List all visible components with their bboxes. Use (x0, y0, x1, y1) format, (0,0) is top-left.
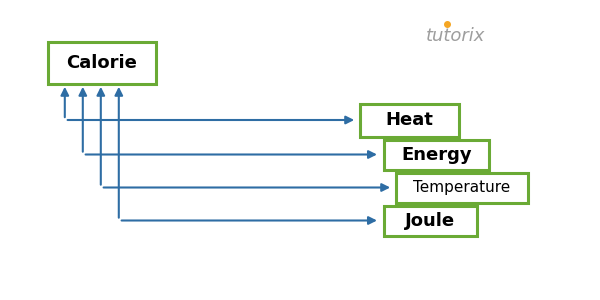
Text: Heat: Heat (386, 111, 433, 129)
Text: Calorie: Calorie (67, 54, 137, 72)
FancyBboxPatch shape (384, 140, 489, 169)
FancyBboxPatch shape (48, 42, 156, 84)
Text: Joule: Joule (406, 212, 455, 230)
Text: Temperature: Temperature (413, 180, 511, 195)
FancyBboxPatch shape (396, 172, 528, 203)
Text: tutorix: tutorix (427, 27, 485, 45)
FancyBboxPatch shape (360, 103, 459, 136)
FancyBboxPatch shape (384, 206, 477, 236)
Text: Energy: Energy (401, 146, 472, 164)
